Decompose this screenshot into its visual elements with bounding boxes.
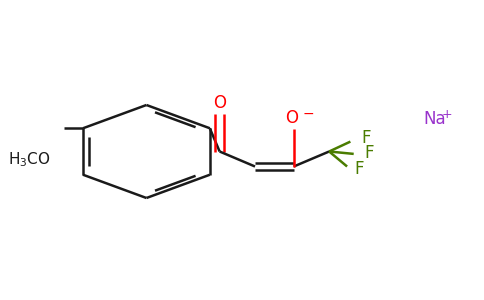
Text: +: + — [441, 108, 452, 121]
Text: H$_3$CO: H$_3$CO — [8, 150, 51, 169]
Text: Na: Na — [424, 110, 446, 128]
Text: −: − — [302, 107, 314, 121]
Text: F: F — [355, 160, 364, 178]
Text: O: O — [213, 94, 226, 112]
Text: F: F — [364, 144, 374, 162]
Text: F: F — [362, 129, 371, 147]
Text: O: O — [285, 109, 298, 127]
